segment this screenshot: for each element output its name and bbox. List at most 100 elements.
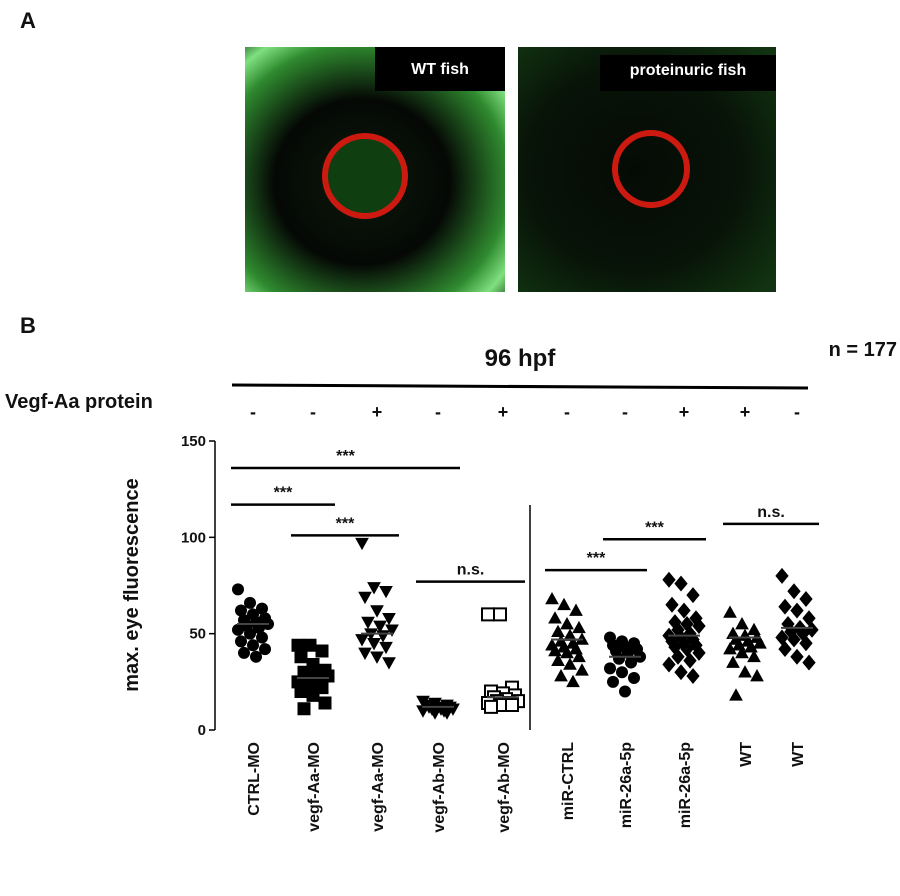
data-point — [370, 651, 384, 664]
data-point — [572, 649, 586, 663]
data-point — [729, 688, 743, 701]
data-point — [744, 640, 758, 653]
data-point — [551, 624, 565, 638]
data-point — [250, 650, 262, 663]
treatment-sign: - — [564, 402, 570, 422]
significance-label: *** — [587, 550, 606, 567]
data-point — [306, 688, 320, 702]
significance-label: *** — [336, 448, 355, 465]
data-point — [787, 631, 801, 648]
data-point — [628, 671, 640, 684]
data-point — [294, 684, 308, 698]
treatment-sign: - — [622, 402, 628, 422]
header-rule — [231, 383, 809, 390]
data-point — [361, 616, 375, 630]
data-point — [692, 644, 706, 661]
data-point — [778, 598, 792, 615]
data-point — [560, 617, 574, 630]
significance-label: *** — [645, 519, 664, 536]
data-point — [671, 648, 685, 665]
data-point — [505, 697, 519, 712]
data-point — [775, 567, 789, 584]
data-point — [382, 657, 396, 670]
data-point — [256, 631, 268, 644]
data-point — [560, 645, 574, 659]
panel-label: A — [20, 8, 36, 33]
x-tick-label: WT — [738, 742, 755, 767]
data-point — [545, 591, 559, 605]
data-point — [662, 656, 676, 673]
treatment-sign: - — [250, 402, 256, 422]
data-point — [355, 634, 369, 647]
data-point — [625, 656, 637, 669]
data-point — [674, 575, 688, 592]
data-point — [548, 643, 562, 657]
data-point — [370, 605, 384, 618]
data-point — [692, 617, 706, 634]
data-point — [484, 699, 498, 714]
data-point — [294, 650, 308, 664]
treatment-sign: - — [310, 402, 316, 422]
x-tick-label: vegf-Ab-MO — [431, 742, 448, 833]
y-tick-label: 150 — [181, 433, 206, 450]
data-point — [778, 641, 792, 658]
data-point — [554, 669, 568, 682]
data-point — [607, 675, 619, 688]
data-point — [787, 583, 801, 600]
data-point — [747, 649, 761, 663]
header: 96 hpf — [485, 345, 557, 372]
x-tick-label: miR-CTRL — [560, 742, 577, 820]
data-point — [379, 641, 393, 655]
data-point — [566, 674, 580, 688]
image-caption: WT fish — [411, 61, 469, 78]
data-point — [235, 604, 247, 617]
y-tick-label: 50 — [189, 626, 206, 643]
data-point — [382, 612, 396, 626]
data-point — [232, 623, 244, 636]
data-point — [799, 635, 813, 652]
data-point — [367, 638, 381, 651]
data-point — [244, 627, 256, 640]
data-point — [551, 653, 565, 666]
treatment-sign: + — [372, 402, 383, 422]
data-point — [367, 582, 381, 595]
data-point — [247, 639, 259, 652]
data-point — [613, 652, 625, 665]
data-point — [291, 638, 305, 652]
data-point — [686, 668, 700, 685]
data-point — [575, 663, 589, 676]
treatment-label: Vegf-Aa protein — [5, 391, 153, 413]
data-point — [802, 654, 816, 671]
data-point — [604, 662, 616, 675]
data-point — [358, 647, 372, 660]
data-point — [238, 646, 250, 659]
y-tick-label: 100 — [181, 529, 206, 546]
y-axis-label: max. eye fluorescence — [121, 478, 143, 691]
data-point — [686, 587, 700, 604]
data-point — [750, 669, 764, 682]
significance-label: *** — [274, 485, 293, 502]
x-tick-label: vegf-Ab-MO — [496, 742, 513, 833]
data-point — [232, 583, 244, 596]
data-point — [373, 620, 387, 633]
panel-label: B — [20, 313, 36, 338]
significance-label: n.s. — [457, 562, 485, 579]
data-point — [799, 591, 813, 607]
data-point — [616, 666, 628, 679]
data-point — [303, 638, 317, 652]
data-point — [557, 597, 571, 611]
data-point — [683, 652, 697, 669]
data-point — [235, 635, 247, 648]
y-tick-label: 0 — [198, 722, 206, 739]
treatment-sign: + — [679, 402, 690, 422]
image-wt: WT fish — [245, 47, 505, 292]
data-point — [790, 602, 804, 619]
treatment-sign: - — [794, 402, 800, 422]
image-caption: proteinuric fish — [630, 62, 746, 79]
image-proteinuric: proteinuric fish — [518, 47, 776, 292]
treatment-sign: + — [498, 402, 509, 422]
data-point — [355, 537, 369, 551]
significance-label: *** — [336, 515, 355, 532]
data-point — [297, 702, 311, 716]
